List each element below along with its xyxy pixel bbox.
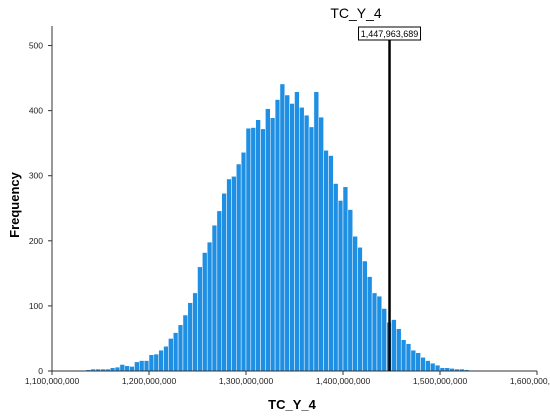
histogram-bar — [260, 128, 266, 372]
histogram-bar — [415, 352, 421, 372]
histogram-bar — [425, 360, 431, 372]
histogram-bar — [250, 127, 256, 372]
histogram-bar — [168, 338, 174, 372]
histogram-bar — [313, 91, 319, 372]
histogram-bar — [119, 364, 126, 372]
y-tick-label: 500 — [29, 41, 43, 51]
histogram-bar — [221, 193, 227, 372]
histogram-bar — [255, 119, 261, 372]
histogram-bar — [211, 224, 218, 372]
histogram-bar — [236, 163, 242, 372]
histogram-bar — [289, 103, 295, 372]
histogram-bar — [410, 349, 416, 372]
histogram-bar — [328, 155, 334, 372]
histogram-bar — [434, 364, 441, 372]
histogram-bar — [245, 127, 252, 372]
x-tick-label: 1,400,000,000 — [316, 376, 371, 386]
histogram-bar — [400, 339, 407, 372]
histogram-bar — [308, 126, 315, 372]
x-tick-label: 1,500,000,000 — [413, 376, 468, 386]
histogram-bar — [333, 183, 339, 372]
reference-line-label: 1,447,963,689 — [361, 29, 419, 39]
histogram-bar — [318, 116, 324, 372]
histogram-bar — [240, 152, 247, 372]
histogram-bar — [347, 209, 353, 372]
y-tick-label: 400 — [29, 106, 43, 116]
histogram-bar — [197, 266, 203, 372]
histogram-bar — [216, 210, 222, 372]
histogram-bar — [294, 91, 300, 372]
y-tick-label: 100 — [29, 301, 43, 311]
histogram-bar — [270, 117, 276, 372]
histogram-bar — [143, 360, 150, 372]
histogram-bar — [342, 186, 349, 372]
histogram-bar — [226, 178, 232, 372]
histogram-bar — [114, 366, 121, 372]
histogram-bar — [158, 349, 164, 372]
histogram-bar — [381, 308, 387, 372]
y-tick-label: 300 — [29, 171, 43, 181]
y-tick-label: 200 — [29, 236, 43, 246]
histogram-bar — [337, 200, 344, 372]
histogram-bar — [279, 83, 286, 372]
y-axis-title: Frequency — [7, 171, 22, 238]
histogram-bar — [182, 314, 189, 372]
histogram-bar — [405, 343, 412, 372]
histogram-bar — [177, 324, 184, 372]
histogram-bar — [323, 150, 329, 372]
histogram-bar — [362, 260, 368, 372]
histogram-bar — [148, 354, 155, 372]
chart-title: TC_Y_4 — [330, 5, 382, 21]
y-tick-label: 0 — [38, 366, 43, 376]
reference-line-group: 1,447,963,689 — [358, 26, 422, 371]
x-tick-label: 1,600,000,000 — [510, 376, 550, 386]
histogram-bar — [420, 357, 426, 372]
histogram-bar — [303, 114, 310, 372]
x-tick-label: 1,100,000,000 — [25, 376, 80, 386]
histogram-bar — [376, 295, 383, 372]
histogram-bar — [265, 108, 271, 372]
histogram-bar — [367, 276, 373, 372]
histogram-bar — [274, 99, 281, 372]
histogram-bar — [391, 319, 397, 372]
x-tick-label: 1,300,000,000 — [219, 376, 274, 386]
histogram-bar — [124, 365, 130, 372]
histogram-bar — [357, 247, 363, 372]
x-axis-title: TC_Y_4 — [268, 397, 316, 412]
histogram-bar — [231, 176, 237, 372]
histogram-bar — [153, 353, 159, 372]
histogram-bars — [76, 83, 480, 372]
histogram-bar — [163, 346, 169, 372]
histogram-bar — [396, 328, 402, 372]
histogram-bar — [173, 332, 179, 372]
histogram-bar — [430, 362, 436, 372]
chart-axes: 0 100 200 300 400 500 1,100,000,000 1,200,000,0… — [25, 26, 550, 386]
histogram-bar — [187, 302, 193, 372]
histogram-bar — [206, 241, 213, 372]
x-tick-label: 1,200,000,000 — [122, 376, 177, 386]
reference-label-box — [358, 26, 422, 41]
histogram-bar — [134, 361, 140, 372]
histogram-bar — [129, 366, 135, 372]
histogram-bar — [371, 292, 378, 372]
histogram-bar — [284, 94, 290, 372]
histogram-bar — [192, 292, 198, 372]
histogram-bar — [299, 107, 305, 372]
histogram-bar — [202, 252, 208, 372]
histogram-bar — [139, 360, 145, 372]
histogram-bar — [352, 236, 358, 372]
